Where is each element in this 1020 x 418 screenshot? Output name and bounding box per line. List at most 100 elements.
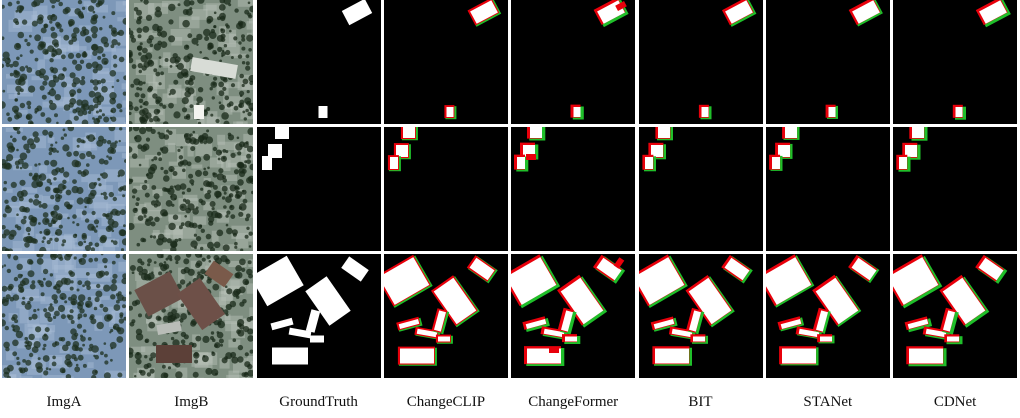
change-mask (256, 127, 381, 251)
change-mask (765, 0, 890, 124)
true-positive-region (395, 145, 408, 157)
true-positive-region (530, 127, 543, 138)
cell-groundtruth-row3 (256, 254, 381, 378)
true-positive-region (819, 336, 832, 342)
true-positive-region (925, 328, 947, 338)
true-positive-region (638, 257, 684, 305)
true-positive-region (955, 107, 963, 117)
true-positive-region (701, 107, 708, 117)
ground-truth-region (305, 309, 320, 333)
true-positive-region (671, 328, 692, 338)
cell-changeformer-row1 (511, 0, 636, 124)
cell-stanet-row1 (765, 0, 890, 124)
true-positive-region (446, 107, 454, 117)
change-mask (511, 254, 636, 378)
cell-imga-row2 (2, 127, 126, 251)
cell-imga-row3 (2, 254, 126, 378)
cell-imga-row1 (2, 0, 126, 124)
ground-truth-region (261, 156, 272, 170)
true-positive-region (724, 257, 749, 281)
true-positive-region (653, 319, 674, 329)
column-label-changeclip: ChangeCLIP (406, 394, 486, 410)
change-mask (383, 127, 508, 251)
true-positive-region (899, 157, 908, 169)
cell-cdnet-row3 (893, 254, 1018, 378)
true-positive-region (654, 348, 689, 364)
cell-cdnet-row2 (893, 127, 1018, 251)
change-mask (638, 254, 763, 378)
true-positive-region (399, 348, 434, 364)
change-mask (383, 0, 508, 124)
true-positive-region (398, 319, 420, 329)
cell-groundtruth-row1 (256, 0, 381, 124)
true-positive-region (784, 127, 797, 138)
true-positive-region (561, 310, 574, 332)
true-positive-region (943, 310, 956, 332)
column-label-imga: ImgA (46, 394, 82, 410)
true-positive-region (828, 107, 836, 117)
true-positive-region (781, 348, 816, 364)
true-positive-region (912, 127, 925, 138)
ground-truth-region (318, 106, 328, 118)
cell-changeformer-row3 (511, 254, 636, 378)
true-positive-region (724, 0, 753, 24)
change-mask (511, 127, 636, 251)
true-positive-region (560, 277, 604, 325)
change-mask (256, 254, 381, 378)
false-positive-region (613, 257, 625, 269)
true-positive-region (657, 127, 670, 138)
column-labels: ImgA ImgB GroundTruth ChangeCLIP ChangeForme… (0, 394, 1020, 418)
true-positive-region (402, 127, 415, 138)
change-mask (383, 254, 508, 378)
change-mask (638, 0, 763, 124)
change-mask (893, 0, 1018, 124)
change-mask (511, 0, 636, 124)
true-positive-region (525, 319, 547, 329)
change-mask (256, 0, 381, 124)
true-positive-region (573, 107, 581, 117)
true-positive-region (389, 157, 398, 169)
true-positive-region (771, 157, 780, 169)
satellite-image (2, 127, 126, 251)
change-mask (765, 127, 890, 251)
ground-truth-region (267, 144, 282, 158)
true-positive-region (511, 257, 557, 305)
cell-bit-row1 (638, 0, 763, 124)
cell-changeclip-row1 (383, 0, 508, 124)
true-positive-region (942, 277, 986, 325)
true-positive-region (909, 348, 944, 364)
true-positive-region (851, 257, 877, 281)
true-positive-region (433, 310, 446, 332)
cell-groundtruth-row2 (256, 127, 381, 251)
cell-imgb-row3 (129, 254, 254, 378)
change-mask (638, 127, 763, 251)
change-mask (893, 127, 1018, 251)
satellite-image (129, 127, 254, 251)
image-grid (2, 0, 1018, 379)
true-positive-region (565, 336, 578, 342)
true-positive-region (815, 277, 859, 325)
satellite-image (129, 0, 254, 124)
true-positive-region (543, 328, 565, 338)
cell-changeclip-row2 (383, 127, 508, 251)
true-positive-region (780, 319, 802, 329)
cell-stanet-row3 (765, 254, 890, 378)
true-positive-region (907, 319, 929, 329)
true-positive-region (815, 310, 828, 332)
change-mask (893, 254, 1018, 378)
ground-truth-region (304, 276, 351, 326)
ground-truth-region (340, 256, 369, 282)
change-mask (765, 254, 890, 378)
ground-truth-region (270, 317, 294, 331)
true-positive-region (416, 328, 438, 338)
true-positive-region (765, 257, 812, 305)
column-label-cdnet: CDNet (933, 394, 977, 410)
true-positive-region (650, 145, 663, 157)
cell-bit-row2 (638, 127, 763, 251)
true-positive-region (469, 0, 498, 24)
true-positive-region (905, 145, 918, 157)
cell-changeclip-row3 (383, 254, 508, 378)
true-positive-region (469, 257, 495, 281)
false-positive-region (549, 347, 560, 353)
